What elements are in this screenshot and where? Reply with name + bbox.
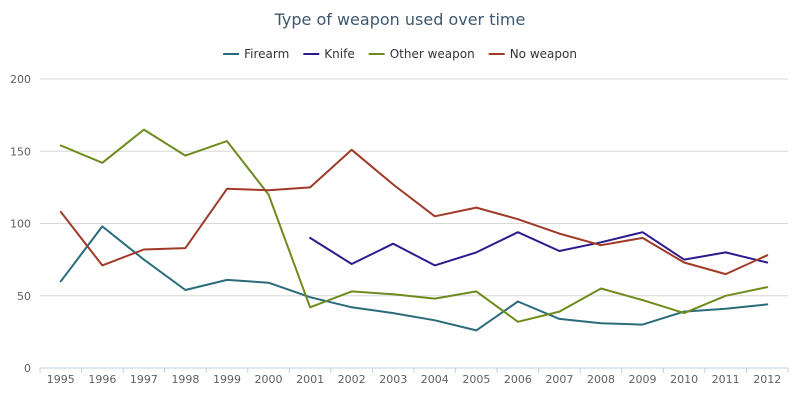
chart-title: Type of weapon used over time [274, 10, 526, 29]
series-line-other-weapon [59, 128, 769, 323]
legend-label: Firearm [244, 47, 289, 61]
x-tick-label: 2012 [753, 373, 781, 386]
x-tick-label: 2006 [504, 373, 532, 386]
y-axis-ticks: 0 50 100 150 200 [10, 73, 31, 375]
x-tick-label: 2010 [670, 373, 698, 386]
legend-item-no-weapon[interactable]: No weapon [488, 47, 577, 61]
series-group [59, 128, 769, 332]
x-tick-label: 1996 [88, 373, 116, 386]
x-tick-label: 2011 [712, 373, 740, 386]
series-line-firearm [59, 225, 769, 332]
x-tick-label: 2003 [379, 373, 407, 386]
x-tick-label: 2007 [545, 373, 573, 386]
legend: Firearm Knife Other weapon No weapon [223, 47, 577, 61]
x-tick-label: 2001 [296, 373, 324, 386]
x-tick-label: 2004 [421, 373, 449, 386]
grid [40, 78, 788, 297]
y-tick-label: 50 [17, 290, 31, 303]
x-tick-label: 2008 [587, 373, 615, 386]
legend-label: Other weapon [390, 47, 475, 61]
x-tick-label: 1998 [171, 373, 199, 386]
y-tick-label: 200 [10, 73, 31, 86]
x-tick-label: 2005 [462, 373, 490, 386]
x-axis-ticks: 1995 1996 1997 1998 1999 2000 2001 2002 2003 2004… [39, 368, 789, 386]
x-tick-label: 2009 [629, 373, 657, 386]
series-line-no-weapon [59, 148, 769, 276]
x-tick-label: 2002 [338, 373, 366, 386]
legend-label: No weapon [510, 47, 577, 61]
y-tick-label: 150 [10, 145, 31, 158]
x-tick-label: 2000 [255, 373, 283, 386]
series-line-knife [309, 231, 769, 267]
y-tick-label: 100 [10, 218, 31, 231]
x-tick-label: 1999 [213, 373, 241, 386]
y-tick-label: 0 [24, 362, 31, 375]
legend-item-knife[interactable]: Knife [303, 47, 355, 61]
x-tick-label: 1997 [130, 373, 158, 386]
legend-item-other-weapon[interactable]: Other weapon [368, 47, 475, 61]
legend-label: Knife [324, 47, 354, 61]
legend-item-firearm[interactable]: Firearm [223, 47, 289, 61]
x-tick-label: 1995 [47, 373, 75, 386]
